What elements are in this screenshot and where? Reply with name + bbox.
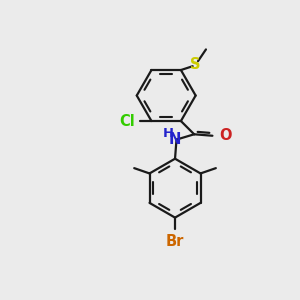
- Text: Br: Br: [166, 234, 184, 249]
- Text: O: O: [219, 128, 231, 143]
- Text: N: N: [169, 132, 181, 147]
- Text: S: S: [190, 57, 201, 72]
- Text: Cl: Cl: [119, 113, 135, 128]
- Text: H: H: [163, 127, 174, 140]
